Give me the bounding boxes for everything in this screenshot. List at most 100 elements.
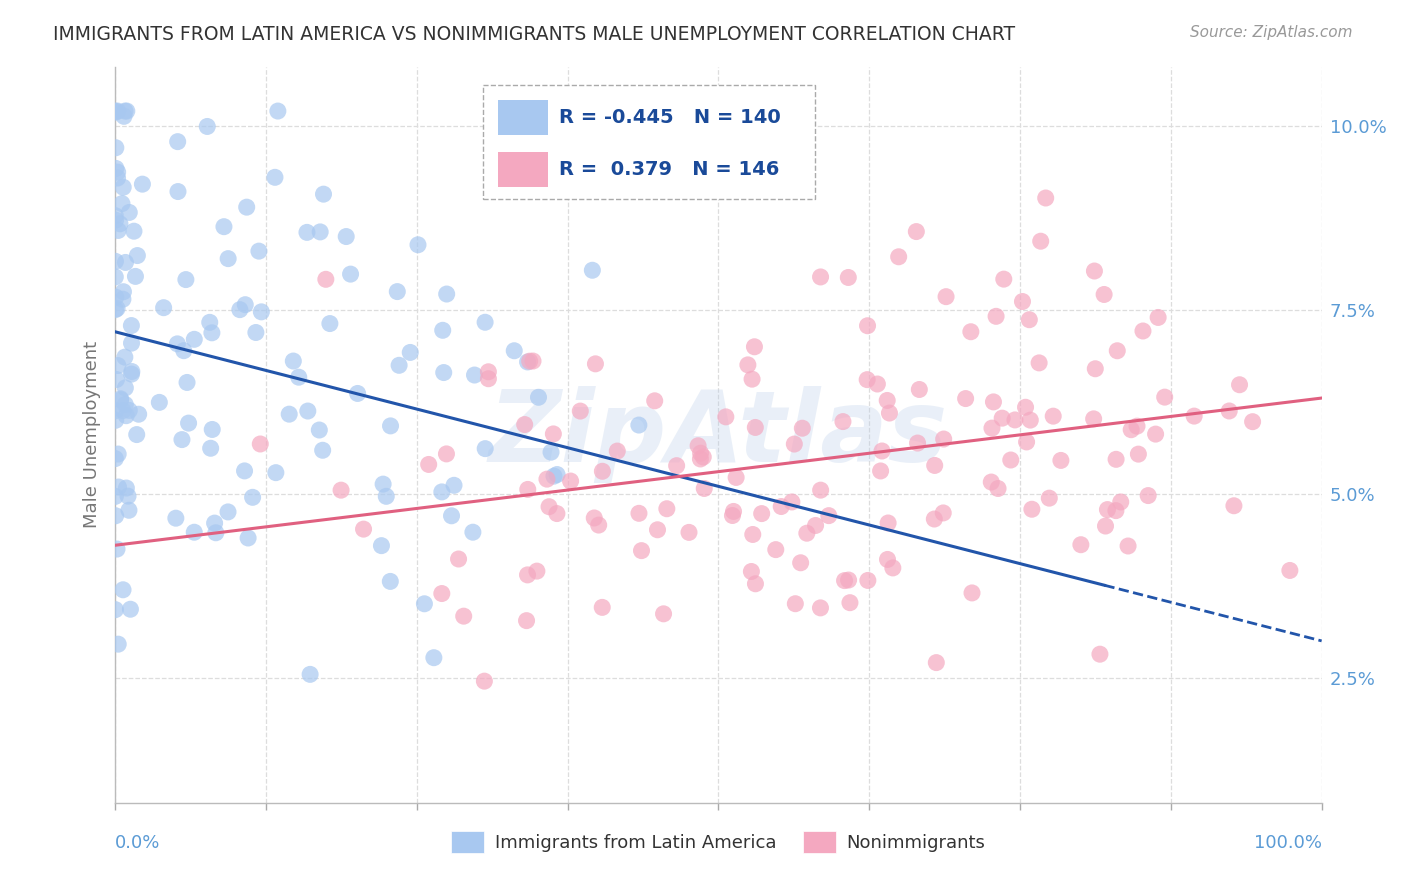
Point	[200, 442, 222, 456]
Point	[242, 491, 264, 505]
Text: 0.0%: 0.0%	[115, 834, 160, 852]
Point	[837, 270, 859, 285]
Point	[117, 489, 139, 503]
Point	[107, 223, 129, 237]
Text: R = -0.445   N = 140: R = -0.445 N = 140	[560, 108, 780, 128]
Y-axis label: Male Unemployment: Male Unemployment	[83, 342, 101, 528]
Point	[115, 481, 138, 495]
Point	[166, 337, 188, 351]
Point	[1109, 495, 1132, 509]
Point	[477, 372, 499, 386]
Point	[104, 508, 127, 523]
Point	[1107, 343, 1129, 358]
Point	[311, 443, 333, 458]
Point	[453, 609, 475, 624]
Point	[491, 134, 513, 148]
Point	[339, 267, 361, 281]
Point	[804, 518, 827, 533]
Point	[876, 393, 898, 408]
Point	[1019, 413, 1042, 427]
Point	[177, 416, 200, 430]
Point	[785, 597, 807, 611]
Point	[689, 452, 711, 467]
Point	[474, 315, 496, 329]
Point	[201, 422, 224, 436]
Point	[1092, 287, 1115, 301]
Point	[413, 597, 436, 611]
Point	[1004, 413, 1026, 427]
Point	[515, 614, 537, 628]
Point	[380, 574, 402, 589]
Point	[115, 103, 138, 118]
Point	[319, 317, 342, 331]
Point	[591, 600, 613, 615]
Point	[104, 105, 127, 120]
Point	[905, 225, 928, 239]
Point	[932, 506, 955, 520]
Point	[131, 177, 153, 191]
Point	[1097, 502, 1119, 516]
Point	[1070, 538, 1092, 552]
Point	[198, 315, 221, 329]
Point	[174, 272, 197, 286]
Point	[877, 516, 900, 530]
Point	[111, 403, 134, 417]
Point	[503, 343, 526, 358]
Point	[740, 565, 762, 579]
Point	[112, 180, 135, 194]
Point	[744, 420, 766, 434]
Point	[689, 446, 711, 460]
Point	[1153, 390, 1175, 404]
Point	[247, 244, 270, 259]
Point	[1094, 519, 1116, 533]
Point	[205, 525, 228, 540]
Bar	[498, 100, 548, 136]
Point	[870, 444, 893, 458]
Point	[121, 336, 143, 351]
Point	[105, 301, 128, 316]
Point	[526, 564, 548, 578]
Point	[330, 483, 353, 498]
Point	[217, 505, 239, 519]
Point	[955, 392, 977, 406]
Point	[104, 213, 127, 227]
Point	[167, 185, 190, 199]
Point	[432, 323, 454, 337]
Point	[522, 354, 544, 368]
Point	[236, 531, 259, 545]
Point	[125, 427, 148, 442]
Point	[630, 543, 652, 558]
Point	[249, 437, 271, 451]
Point	[120, 318, 142, 333]
Point	[692, 450, 714, 464]
Point	[536, 472, 558, 486]
Point	[581, 263, 603, 277]
Point	[250, 305, 273, 319]
Point	[443, 478, 465, 492]
Point	[308, 423, 330, 437]
Point	[1083, 264, 1105, 278]
Point	[1088, 647, 1111, 661]
Point	[114, 103, 136, 118]
Point	[107, 103, 129, 118]
Point	[315, 272, 337, 286]
Point	[1042, 409, 1064, 424]
Point	[678, 525, 700, 540]
Point	[765, 542, 787, 557]
Point	[792, 421, 814, 435]
Point	[107, 359, 129, 373]
Point	[879, 406, 901, 420]
Point	[627, 506, 650, 520]
Point	[111, 196, 134, 211]
Point	[1028, 356, 1050, 370]
Point	[217, 252, 239, 266]
Point	[866, 376, 889, 391]
Point	[834, 574, 856, 588]
Point	[987, 482, 1010, 496]
Point	[114, 350, 136, 364]
Point	[104, 269, 127, 284]
Point	[796, 526, 818, 541]
Point	[104, 209, 127, 223]
Point	[335, 229, 357, 244]
Point	[1084, 361, 1107, 376]
